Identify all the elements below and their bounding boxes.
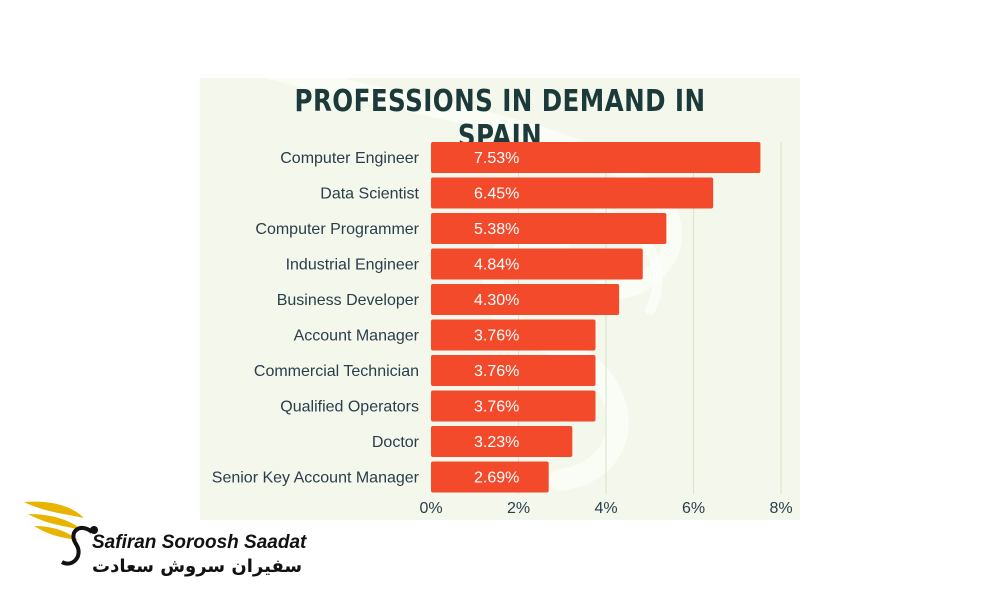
data-label: 3.76% <box>474 399 519 416</box>
data-label: 4.84% <box>474 257 519 274</box>
brand-logo <box>24 501 98 566</box>
brand-name-fa: سفیران سروش سعادت <box>92 556 303 577</box>
bar <box>431 390 596 422</box>
bar <box>431 213 667 244</box>
x-tick-label: 0% <box>419 500 442 517</box>
data-label: 2.69% <box>474 470 519 487</box>
bar <box>431 355 596 386</box>
category-label: Data Scientist <box>320 186 419 203</box>
bar <box>431 284 620 315</box>
brand-name-en: Safiran Soroosh Saadat <box>92 532 307 553</box>
bar <box>431 319 596 351</box>
swan-icon <box>60 525 94 566</box>
data-label: 6.45% <box>474 186 519 203</box>
bar <box>431 248 643 280</box>
category-label: Doctor <box>372 434 420 451</box>
x-tick-label: 2% <box>507 500 530 517</box>
category-label: Senior Key Account Manager <box>212 470 420 487</box>
data-label: 3.76% <box>474 328 519 345</box>
data-label: 7.53% <box>474 150 519 167</box>
category-label: Qualified Operators <box>280 399 419 416</box>
category-label: Industrial Engineer <box>286 257 420 274</box>
x-tick-label: 4% <box>594 500 617 517</box>
data-label: 5.38% <box>474 221 519 238</box>
bar <box>431 142 761 173</box>
category-label: Account Manager <box>294 328 420 345</box>
bar <box>431 426 573 457</box>
category-label: Computer Programmer <box>255 221 419 238</box>
category-label: Commercial Technician <box>254 363 419 380</box>
category-label: Computer Engineer <box>280 150 419 167</box>
wing-icon <box>24 501 84 540</box>
bar <box>431 461 549 493</box>
x-tick-label: 6% <box>682 500 705 517</box>
data-label: 3.76% <box>474 363 519 380</box>
data-label: 3.23% <box>474 434 519 451</box>
category-label: Business Developer <box>277 292 420 309</box>
x-tick-label: 8% <box>769 500 792 517</box>
data-label: 4.30% <box>474 292 519 309</box>
bar <box>431 177 714 209</box>
